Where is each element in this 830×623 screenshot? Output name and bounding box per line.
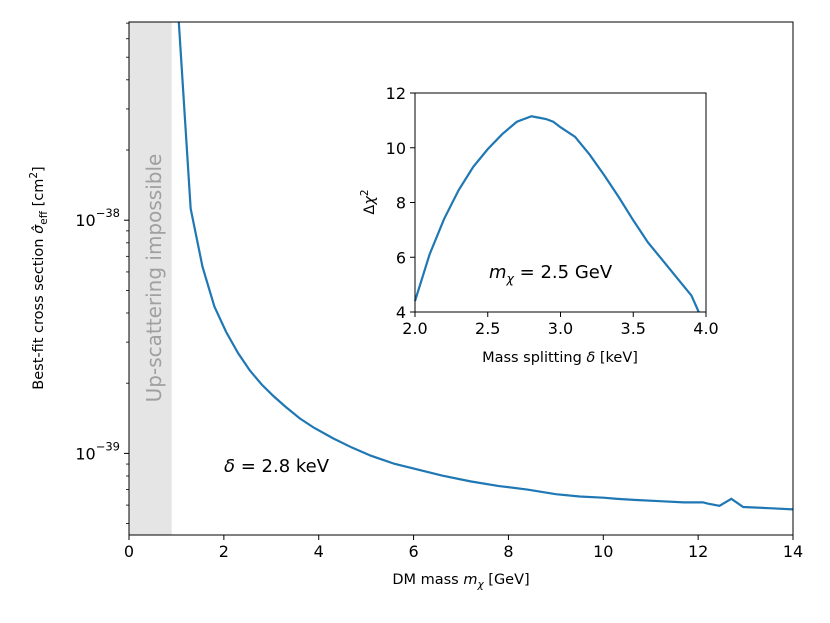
main-plot-frame (128, 21, 794, 536)
x-tick-label: 12 (688, 542, 708, 561)
x-axis-ticks: 0 2 4 6 8 10 12 14 (124, 535, 803, 561)
x-axis-label-text: DM mass (392, 572, 463, 588)
inset-annotation-subscript: χ (506, 271, 515, 286)
inset-plot-background (415, 93, 706, 312)
annotation-symbol: δ (224, 456, 235, 477)
x-tick-label: 2 (219, 542, 229, 561)
inset-plot-frame (414, 92, 707, 313)
inset-y-tick-label: 4 (396, 303, 406, 322)
y-axis-label-symbol: σ̂ (31, 224, 47, 234)
inset-x-tick-label: 4.0 (693, 319, 718, 338)
inset-y-axis-label: Δχ2 (359, 189, 378, 214)
y-axis-label-subscript: eff (38, 210, 50, 224)
shaded-region-label: Up-scattering impossible (142, 154, 166, 403)
x-tick-label: 0 (124, 542, 134, 561)
inset-y-tick-label: 10 (386, 139, 406, 158)
x-axis-label-symbol: m (463, 572, 477, 588)
main-annotation: δ = 2.8 keV (224, 456, 330, 477)
inset-x-tick-label: 2.5 (475, 319, 500, 338)
y-axis-label-unit: [cm (31, 179, 47, 211)
y-axis-ticks: 10−39 10−38 (75, 206, 129, 463)
annotation-value: = 2.8 keV (235, 456, 330, 477)
inset-x-axis-label-symbol: δ (586, 350, 595, 366)
y-tick-label: 10−39 (75, 439, 120, 463)
y-axis-label-close: ] (31, 166, 47, 172)
inset-x-tick-label: 3.5 (621, 319, 646, 338)
x-axis-label-subscript: χ (476, 579, 484, 591)
y-axis-label: Best-fit cross section σ̂eff [cm2] (28, 166, 50, 389)
inset-y-axis-label-symbol: χ (362, 195, 378, 206)
inset-y-axis-ticks: 4 6 8 10 12 (386, 84, 415, 322)
inset-annotation: mχ = 2.5 GeV (489, 262, 613, 286)
series-line-delta-chi2 (413, 115, 700, 313)
inset-y-tick-label: 12 (386, 84, 406, 103)
shaded-region (129, 22, 172, 535)
inset-x-axis-label: Mass splitting δ [keV] (482, 350, 638, 366)
x-tick-label: 8 (503, 542, 513, 561)
inset-y-axis-label-prefix: Δ (362, 205, 378, 215)
x-axis-label: DM mass mχ [GeV] (392, 572, 529, 591)
x-axis-label-unit: [GeV] (484, 572, 530, 588)
x-tick-label: 6 (408, 542, 418, 561)
inset-x-tick-label: 3.0 (548, 319, 573, 338)
inset-y-tick-label: 6 (396, 248, 406, 267)
series-line-best-fit (177, 21, 794, 511)
x-tick-label: 10 (593, 542, 613, 561)
inset-x-axis-label-text: Mass splitting (482, 350, 586, 366)
inset-annotation-symbol: m (489, 262, 507, 283)
inset-x-tick-label: 2.0 (402, 319, 427, 338)
y-tick-label: 10−38 (75, 206, 120, 230)
inset-x-axis-label-unit: [keV] (595, 350, 638, 366)
x-tick-label: 14 (783, 542, 803, 561)
inset-annotation-value: = 2.5 GeV (514, 262, 613, 283)
inset-y-tick-label: 8 (396, 194, 406, 213)
inset-y-axis-label-superscript: 2 (359, 189, 371, 196)
inset-x-axis-ticks: 2.0 2.5 3.0 3.5 4.0 (402, 312, 719, 338)
x-tick-label: 4 (314, 542, 324, 561)
y-axis-label-text: Best-fit cross section (31, 234, 47, 390)
y-axis-label-superscript: 2 (28, 172, 40, 179)
